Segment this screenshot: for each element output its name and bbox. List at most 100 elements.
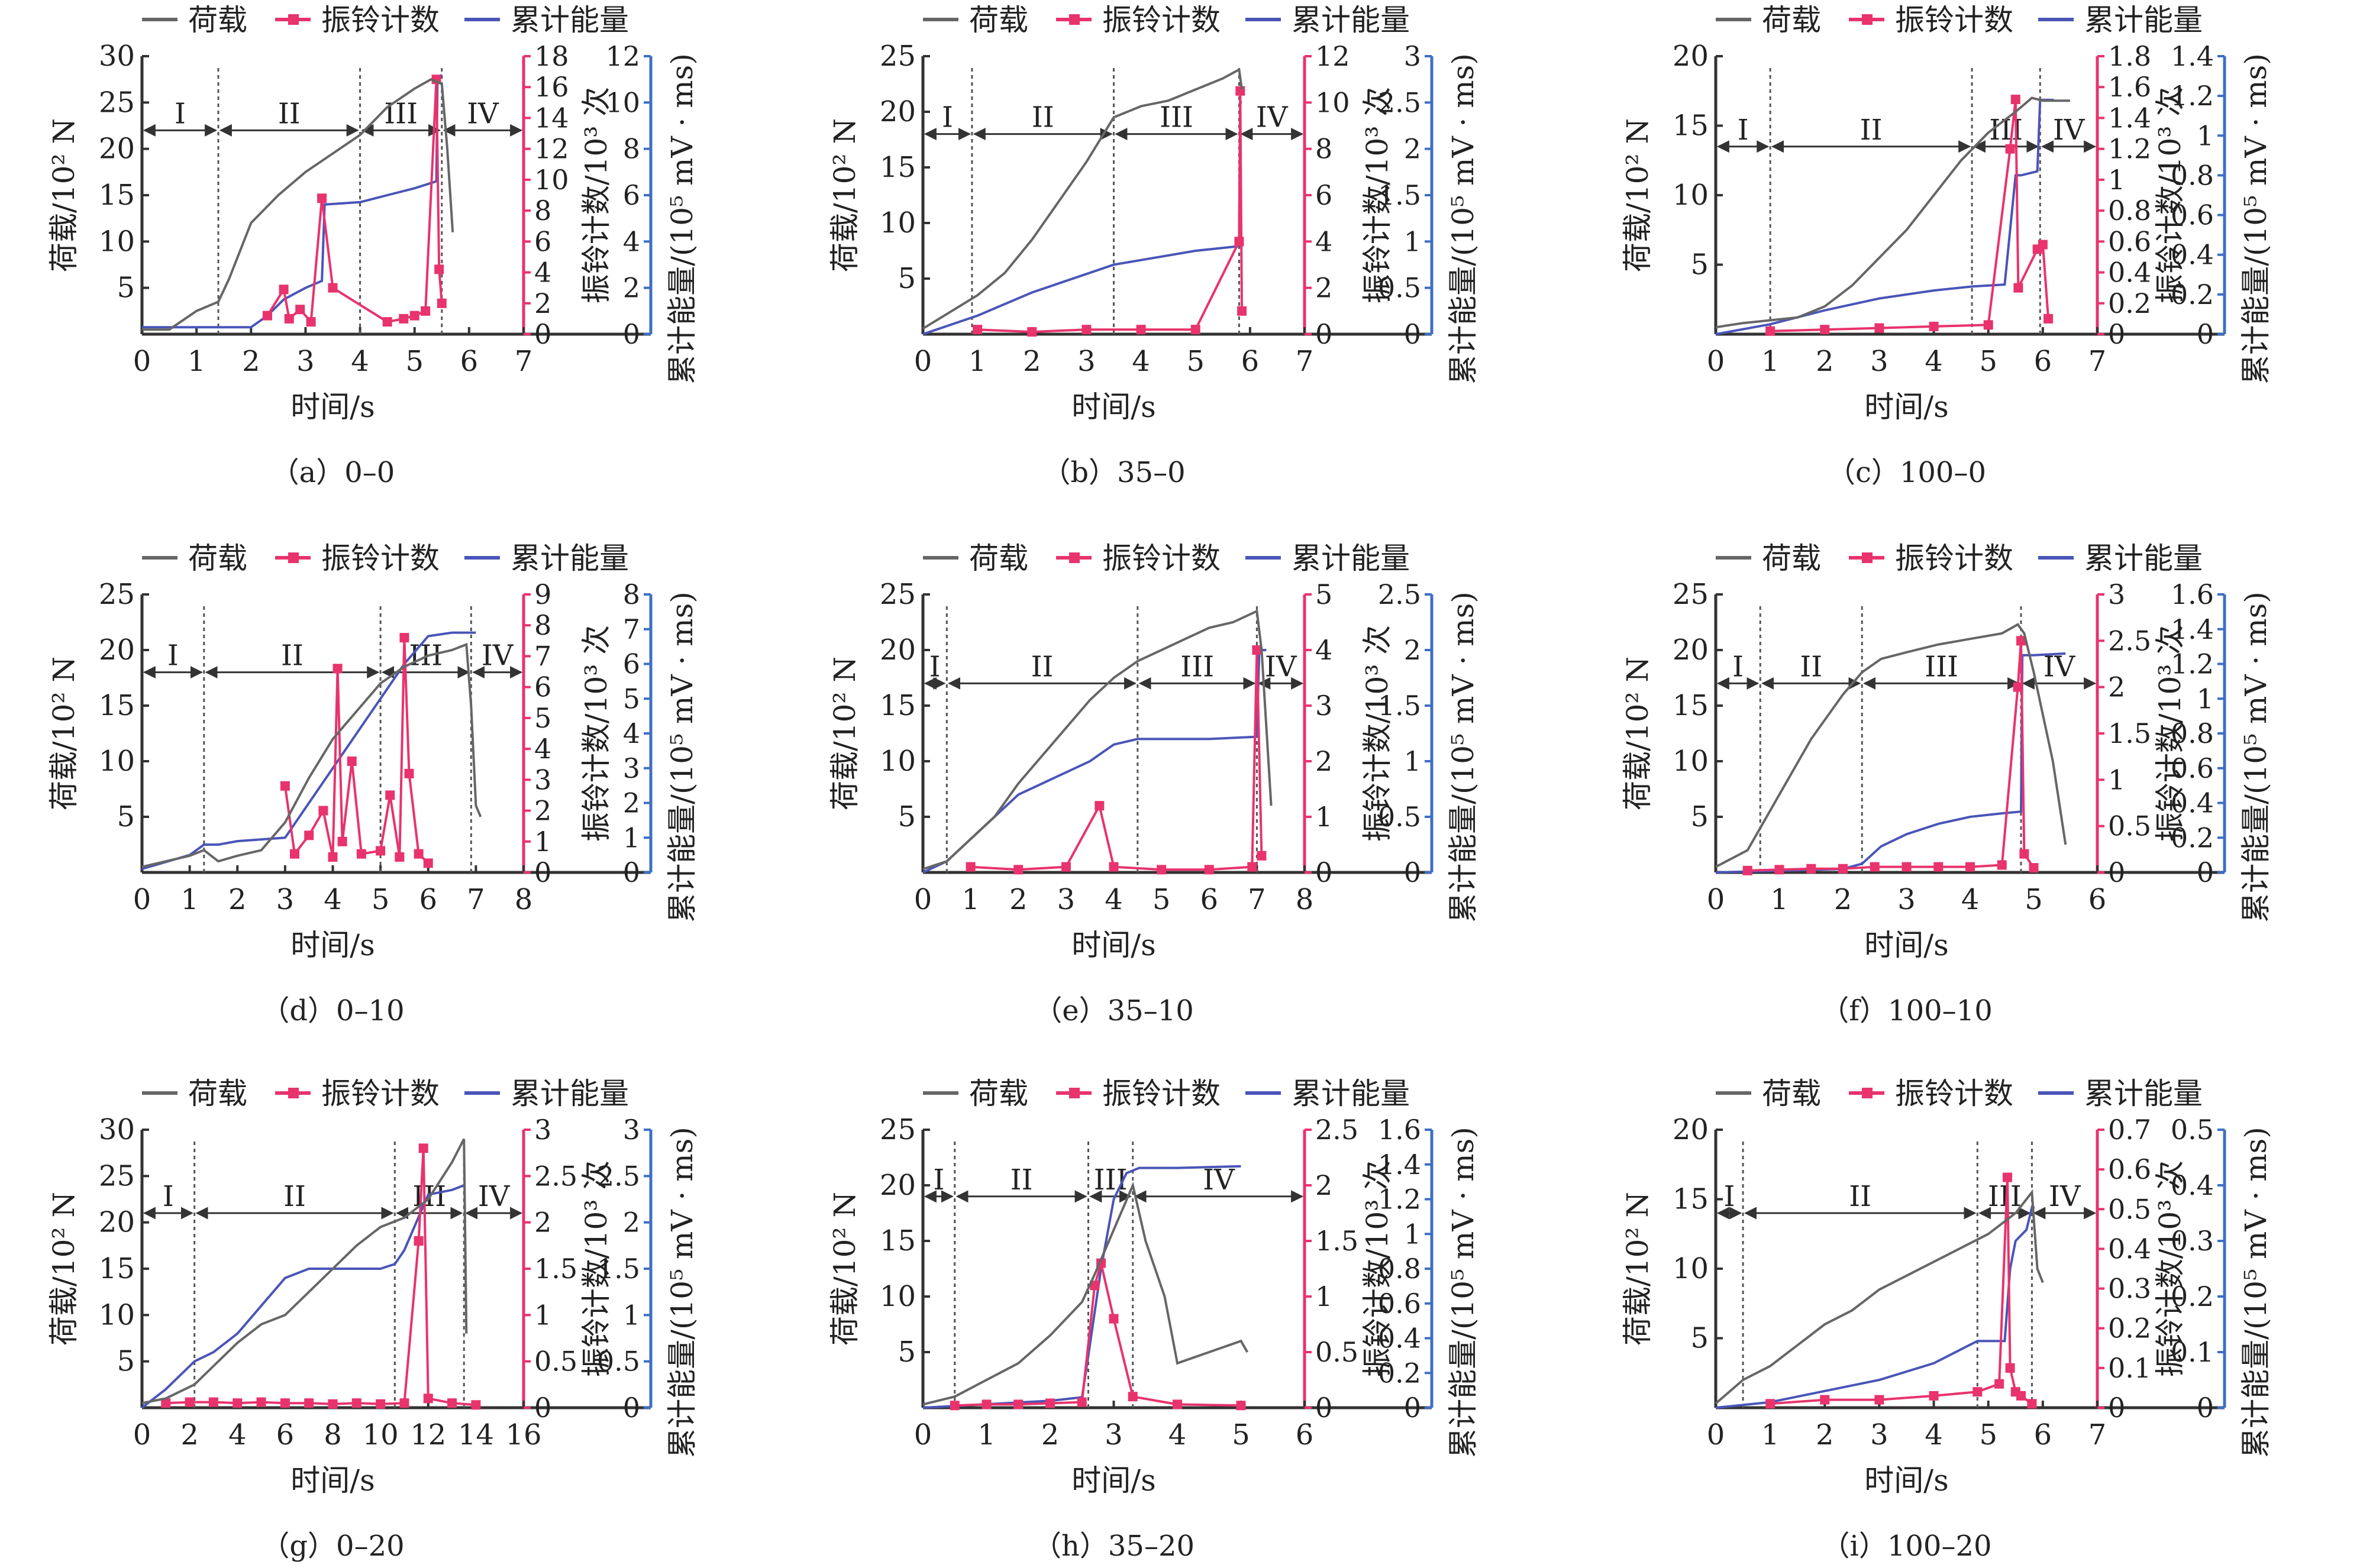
legend: 荷载 振铃计数 累计能量 xyxy=(1716,541,2203,576)
x-tick-label: 5 xyxy=(1153,883,1171,916)
ringdown-point xyxy=(1874,1395,1884,1405)
legend-ringdown-marker xyxy=(1069,14,1080,25)
x-tick-label: 6 xyxy=(460,345,479,378)
energy-tick-label: 0 xyxy=(1404,856,1421,888)
ringdown-point xyxy=(2027,1399,2037,1409)
load-tick-label: 20 xyxy=(99,132,135,166)
legend-load-label: 荷载 xyxy=(188,1076,247,1111)
x-tick-label: 4 xyxy=(1925,345,1943,378)
legend-ringdown-marker xyxy=(1862,14,1873,25)
load-axis-title: 荷载/10² N xyxy=(47,657,81,810)
load-tick-label: 10 xyxy=(99,225,135,258)
ringdown-point xyxy=(471,1400,481,1410)
x-tick-label: 1 xyxy=(1770,883,1789,916)
ringdown-point xyxy=(376,1399,386,1409)
ringdown-point xyxy=(2002,1172,2012,1182)
energy-tick-label: 0.6 xyxy=(2171,752,2214,784)
stage-label: III xyxy=(1160,101,1193,134)
ringdown-point xyxy=(1252,645,1262,655)
energy-tick-label: 3 xyxy=(1404,40,1421,72)
legend-ringdown-marker xyxy=(1862,1088,1873,1098)
ringdown-point xyxy=(1013,1399,1024,1409)
stage-label: I xyxy=(1732,650,1744,683)
energy-tick-label: 4 xyxy=(623,717,640,749)
load-series-line xyxy=(1715,96,2070,329)
x-tick-label: 0 xyxy=(1707,345,1725,378)
x-axis-title: 时间/s xyxy=(1071,390,1156,424)
energy-tick-label: 2.5 xyxy=(1378,86,1421,118)
ringdown-point xyxy=(1774,865,1784,875)
legend: 荷载 振铃计数 累计能量 xyxy=(923,3,1410,37)
ringdown-series-line xyxy=(970,649,1263,871)
ringdown-point xyxy=(982,1399,992,1409)
ringdown-point xyxy=(421,306,431,316)
x-tick-label: 7 xyxy=(467,883,485,916)
ringdown-point xyxy=(284,313,294,324)
ringdown-axis-title: 振铃计数/10³ 次 xyxy=(2153,625,2187,842)
x-tick-label: 5 xyxy=(1979,1418,1997,1451)
ringdown-point xyxy=(328,283,338,293)
energy-tick-label: 0.2 xyxy=(2171,279,2214,311)
load-tick-label: 25 xyxy=(99,86,135,119)
legend-energy-label: 累计能量 xyxy=(1292,1076,1410,1111)
x-tick-label: 3 xyxy=(1077,345,1096,378)
stage-label: II xyxy=(278,97,301,130)
x-tick-label: 10 xyxy=(363,1418,399,1451)
energy-tick-label: 1.4 xyxy=(2171,40,2214,72)
stage-label: I xyxy=(929,650,941,683)
load-tick-label: 20 xyxy=(1673,1113,1709,1146)
stage-label: I xyxy=(942,101,953,134)
ringdown-tick-label: 5 xyxy=(1315,578,1332,610)
load-tick-label: 5 xyxy=(898,1336,916,1369)
energy-axis-title: 累计能量/(10⁵ mV · ms) xyxy=(1446,591,1480,923)
ringdown-tick-label: 0.5 xyxy=(2108,1193,2151,1225)
ringdown-point xyxy=(1983,320,1993,330)
panel-caption: （g）0–20 xyxy=(261,1530,404,1563)
ringdown-point xyxy=(1973,1387,1983,1397)
ringdown-point xyxy=(973,325,983,335)
ringdown-tick-label: 4 xyxy=(1315,225,1332,257)
ringdown-point xyxy=(1997,860,2007,870)
load-tick-label: 20 xyxy=(880,95,916,128)
load-axis-title: 荷载/10² N xyxy=(1620,1192,1655,1346)
x-tick-label: 1 xyxy=(969,345,987,378)
panel-caption: （a）0–0 xyxy=(271,456,395,489)
panel-caption: （f）100–10 xyxy=(1820,994,1992,1027)
ringdown-tick-label: 0.5 xyxy=(534,1346,577,1378)
x-tick-label: 7 xyxy=(1296,345,1314,378)
ringdown-series-line xyxy=(166,1148,476,1407)
energy-tick-label: 12 xyxy=(605,40,640,72)
load-tick-label: 15 xyxy=(880,151,916,184)
legend-ringdown-label: 振铃计数 xyxy=(1102,3,1221,37)
ringdown-tick-label: 0 xyxy=(1315,1392,1332,1424)
ringdown-tick-label: 0 xyxy=(1315,856,1332,888)
energy-tick-label: 0.1 xyxy=(2171,1336,2214,1368)
x-tick-label: 0 xyxy=(133,883,151,916)
legend: 荷载 振铃计数 累计能量 xyxy=(1716,3,2203,37)
load-tick-label: 5 xyxy=(117,271,135,305)
ringdown-point xyxy=(1013,865,1024,875)
energy-tick-label: 1.5 xyxy=(597,1253,640,1285)
ringdown-point xyxy=(1933,862,1944,872)
x-tick-label: 0 xyxy=(1707,883,1725,916)
ringdown-point xyxy=(328,852,338,862)
energy-tick-label: 0.2 xyxy=(2171,822,2214,853)
stage-label: II xyxy=(1860,114,1883,147)
ringdown-tick-label: 1.5 xyxy=(534,1253,577,1285)
x-tick-label: 1 xyxy=(180,883,199,916)
ringdown-tick-label: 0.1 xyxy=(2108,1352,2151,1384)
energy-tick-label: 1 xyxy=(623,1299,640,1331)
legend-ringdown-marker xyxy=(1069,552,1080,563)
x-tick-label: 4 xyxy=(1168,1418,1187,1451)
ringdown-tick-label: 1.4 xyxy=(2108,102,2151,134)
energy-axis-title: 累计能量/(10⁵ mV · ms) xyxy=(665,1127,699,1458)
stage-label: I xyxy=(167,639,179,673)
x-axis-title: 时间/s xyxy=(1864,390,1949,424)
stage-label: I xyxy=(163,1180,174,1213)
load-series-line xyxy=(1715,1189,2044,1405)
load-tick-label: 10 xyxy=(1673,745,1709,778)
ringdown-tick-label: 4 xyxy=(1315,634,1332,666)
ringdown-tick-label: 2 xyxy=(534,1207,551,1239)
ringdown-tick-label: 2.5 xyxy=(2108,625,2151,657)
